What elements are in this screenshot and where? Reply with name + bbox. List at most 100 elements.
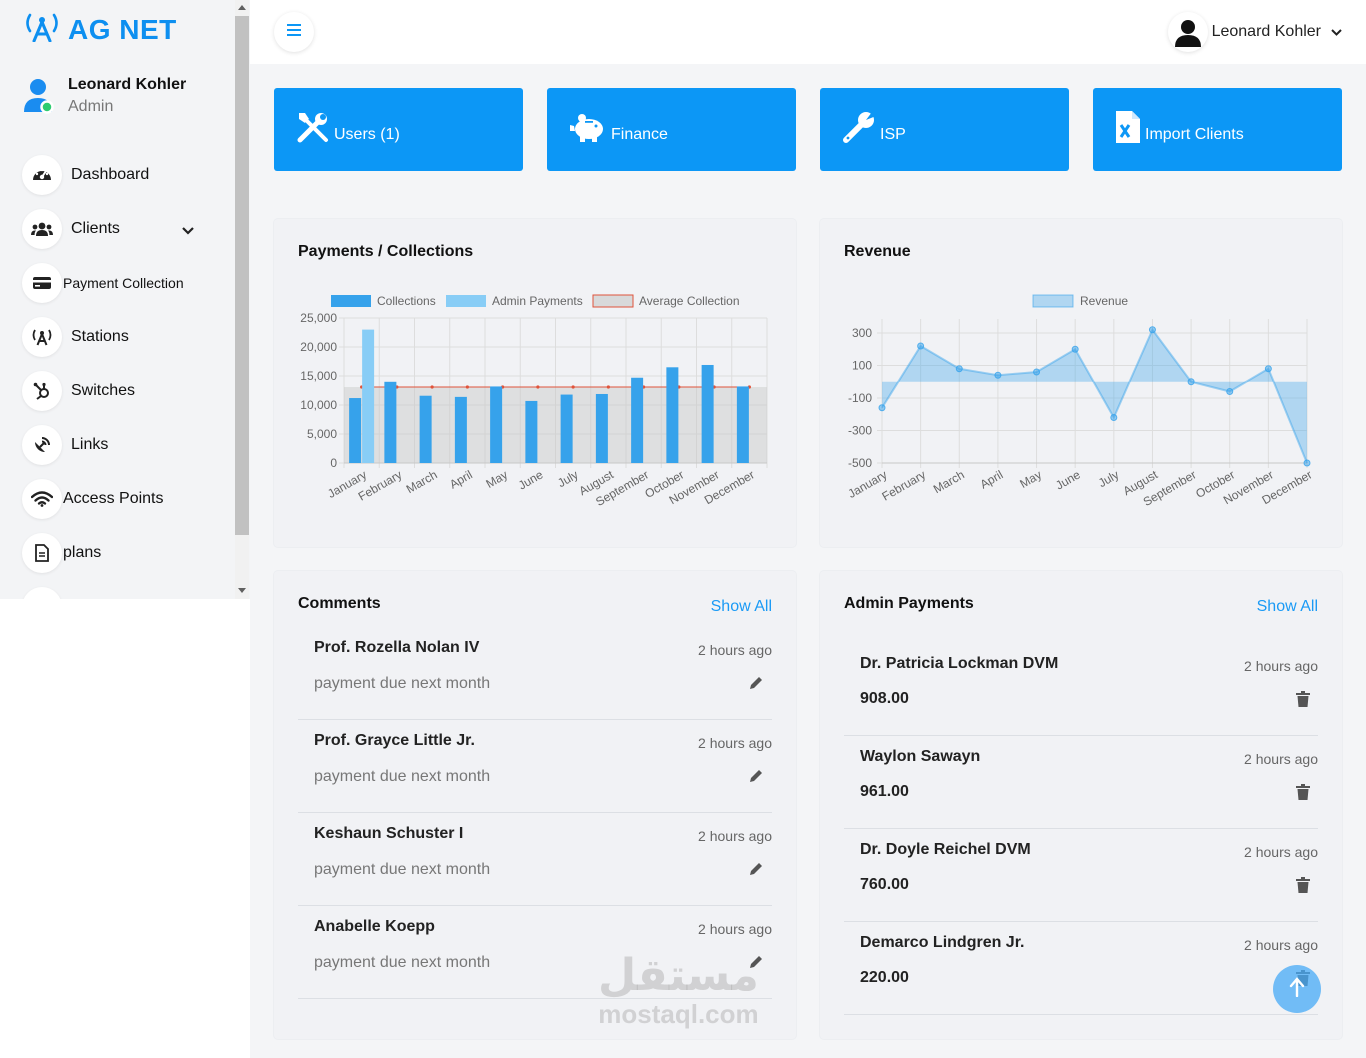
pencil-icon[interactable] xyxy=(748,675,764,696)
sidebar-item-partial[interactable] xyxy=(22,580,232,599)
collections-bar xyxy=(454,396,467,463)
chevron-down-icon[interactable] xyxy=(182,222,194,240)
watermark: مستقل mostaql.com xyxy=(598,951,759,1029)
scroll-to-top-button[interactable] xyxy=(1273,965,1321,1013)
menu-toggle-button[interactable] xyxy=(274,12,314,52)
comment-time: 2 hours ago xyxy=(698,642,772,658)
comment-author: Anabelle Koepp xyxy=(314,918,435,935)
sidebar-item-switches[interactable]: Switches xyxy=(22,364,232,418)
legend-swatch xyxy=(1032,294,1074,308)
user-menu[interactable]: Leonard Kohler xyxy=(1167,12,1342,52)
revenue-point xyxy=(1110,414,1118,421)
tile-import-clients[interactable]: Import Clients xyxy=(1093,88,1342,171)
sidebar-item-label: Links xyxy=(71,436,109,453)
comment-author: Prof. Rozella Nolan IV xyxy=(314,639,480,656)
payment-time: 2 hours ago xyxy=(1244,751,1318,767)
pencil-icon[interactable] xyxy=(748,861,764,882)
average-collection-point xyxy=(571,385,575,389)
card-title: Comments xyxy=(298,595,381,612)
sidebar-item-label: Dashboard xyxy=(71,166,150,183)
x-tick-label: March xyxy=(404,467,440,496)
tile-isp[interactable]: ISP xyxy=(820,88,1069,171)
x-tick-label: July xyxy=(1096,467,1121,490)
tools-icon xyxy=(296,110,330,149)
payment-amount: 760.00 xyxy=(860,876,909,893)
revenue-line xyxy=(881,327,1308,464)
admin-payments-show-all-link[interactable]: Show All xyxy=(1256,598,1318,615)
legend-swatch xyxy=(446,295,486,307)
sidebar-item-clients[interactable]: Clients xyxy=(22,202,232,256)
revenue-card: Revenue 300 100 -100 -300 -500 January Februar… xyxy=(820,219,1342,547)
sidebar-nav: Dashboard Clients Payment Collection Sta… xyxy=(22,148,232,599)
collections-bar xyxy=(736,386,749,463)
comment-text: payment due next month xyxy=(314,768,491,785)
comments-list: Prof. Rozella Nolan IV 2 hours ago payme… xyxy=(298,627,772,999)
x-tick-label: April xyxy=(447,467,475,491)
sidebar-item-label: Access Points xyxy=(63,490,164,507)
collections-bar xyxy=(701,364,714,463)
y-tick-label: -300 xyxy=(848,424,872,438)
revenue-area xyxy=(882,329,1307,463)
user-icon xyxy=(22,587,62,599)
trash-icon[interactable] xyxy=(1296,784,1310,805)
y-tick-label: 10,000 xyxy=(300,398,337,412)
card-title: Admin Payments xyxy=(844,595,974,612)
y-tick-label: 5,000 xyxy=(307,427,337,441)
y-tick-label: 20,000 xyxy=(300,340,337,354)
trash-icon[interactable] xyxy=(1296,877,1310,898)
main-content: Users (1) Finance ISP Import Clients Pay… xyxy=(250,64,1366,1058)
revenue-point xyxy=(955,365,963,373)
payment-admin-name: Waylon Sawayn xyxy=(860,748,981,765)
scroll-up-arrow-icon[interactable] xyxy=(238,5,246,10)
average-collection-point xyxy=(536,385,540,389)
scrollbar-thumb[interactable] xyxy=(235,16,249,535)
y-tick-label: 0 xyxy=(330,456,337,470)
list-item: Dr. Doyle Reichel DVM 2 hours ago 760.00 xyxy=(844,829,1318,922)
sidebar-item-access-points[interactable]: Access Points xyxy=(22,472,232,526)
pencil-icon[interactable] xyxy=(748,954,764,975)
average-collection-point xyxy=(465,385,469,389)
revenue-point xyxy=(878,404,886,412)
average-collection-point xyxy=(430,385,434,389)
y-tick-label: -100 xyxy=(848,391,872,405)
comments-show-all-link[interactable]: Show All xyxy=(710,598,772,615)
sidebar-item-plans[interactable]: plans xyxy=(22,526,232,580)
payment-amount: 908.00 xyxy=(860,690,909,707)
comment-author: Prof. Grayce Little Jr. xyxy=(314,732,475,749)
comments-card: Comments Show All Prof. Rozella Nolan IV… xyxy=(274,571,796,1039)
user-menu-name: Leonard Kohler xyxy=(1211,23,1321,40)
comment-text: payment due next month xyxy=(314,954,491,971)
collections-bar xyxy=(595,393,608,463)
watermark-arabic: مستقل xyxy=(598,951,759,1000)
sidebar-item-payment-collection[interactable]: Payment Collection xyxy=(22,256,232,310)
revenue-point xyxy=(1071,345,1079,353)
tile-label: Import Clients xyxy=(1145,125,1244,143)
pencil-icon[interactable] xyxy=(748,768,764,789)
payment-amount: 220.00 xyxy=(860,969,909,986)
collections-bar xyxy=(490,386,503,463)
tile-finance[interactable]: Finance xyxy=(547,88,796,171)
payment-admin-name: Dr. Patricia Lockman DVM xyxy=(860,655,1059,672)
scroll-down-arrow-icon[interactable] xyxy=(238,588,246,593)
trash-icon[interactable] xyxy=(1296,691,1310,712)
watermark-latin: mostaql.com xyxy=(598,999,759,1029)
sidebar-item-links[interactable]: Links xyxy=(22,418,232,472)
satellite-dish-icon xyxy=(22,425,62,465)
sidebar-scrollbar[interactable] xyxy=(235,0,249,599)
x-tick-label: February xyxy=(880,467,929,503)
brand[interactable]: AG NET xyxy=(24,12,177,47)
sidebar-item-dashboard[interactable]: Dashboard xyxy=(22,148,232,202)
tile-users[interactable]: Users (1) xyxy=(274,88,523,171)
list-item: Anabelle Koepp 2 hours ago payment due n… xyxy=(298,906,772,999)
broadcast-tower-icon xyxy=(22,317,62,357)
sidebar-item-label: Switches xyxy=(71,382,136,399)
x-tick-label: April xyxy=(978,467,1006,491)
sidebar-item-stations[interactable]: Stations xyxy=(22,310,232,364)
legend-label: Collections xyxy=(377,294,436,308)
revenue-point xyxy=(1187,378,1195,386)
user-avatar-icon xyxy=(1167,12,1208,52)
revenue-point xyxy=(1033,368,1041,376)
y-tick-label: -500 xyxy=(848,456,872,470)
legend-swatch xyxy=(331,295,371,307)
